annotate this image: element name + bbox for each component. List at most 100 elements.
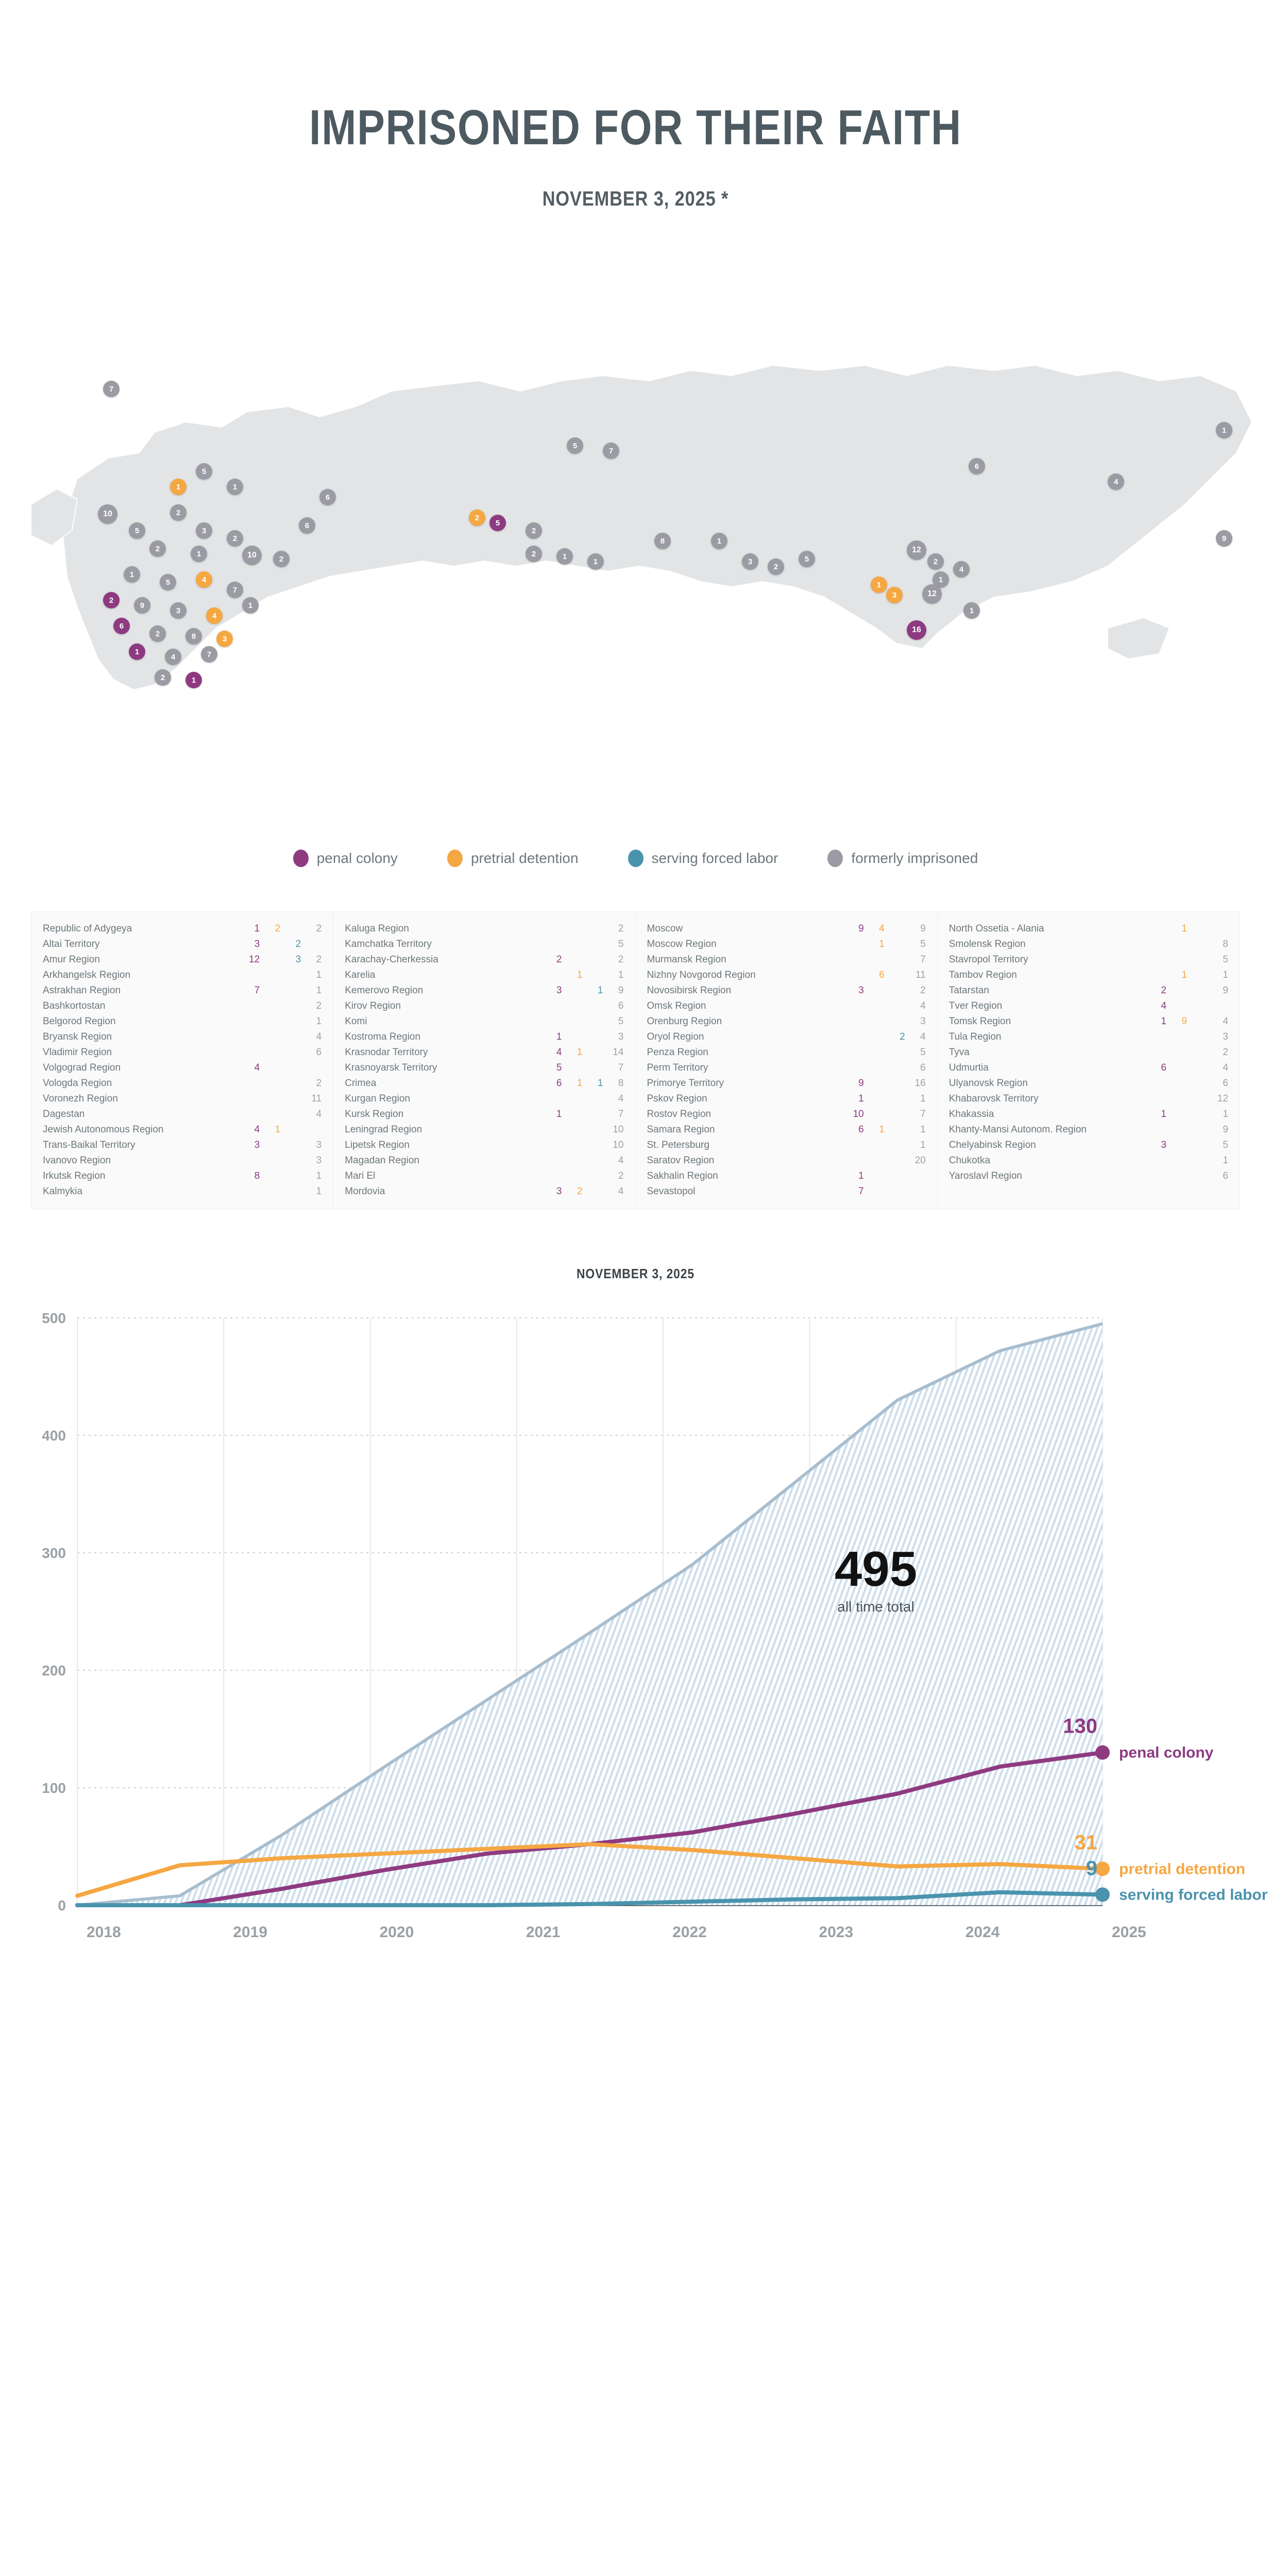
table-row: Sevastopol 7 <box>647 1184 926 1199</box>
map-pin[interactable]: 7 <box>603 443 619 459</box>
table-cell-region: Tula Region <box>948 1031 1002 1042</box>
map-pin[interactable]: 1 <box>227 479 243 495</box>
map-pin[interactable]: 4 <box>953 561 970 578</box>
map-pin[interactable]: 2 <box>227 530 243 547</box>
table-cell-region: Smolensk Region <box>948 939 1026 950</box>
map-pin[interactable]: 4 <box>165 649 181 665</box>
table-cell-region: Kirov Region <box>345 1001 401 1011</box>
map-pin[interactable]: 7 <box>201 646 217 663</box>
map-pin[interactable]: 3 <box>196 522 212 539</box>
map-pin[interactable]: 1 <box>170 479 187 495</box>
map-pin[interactable]: 7 <box>103 381 120 397</box>
table-row: Vologda Region 2 <box>43 1076 321 1091</box>
map-pin[interactable]: 1 <box>242 597 259 614</box>
table-cell-region: Moscow Region <box>647 939 717 950</box>
table-cell-region: Kostroma Region <box>345 1031 421 1042</box>
map-pin[interactable]: 2 <box>170 504 187 521</box>
table-row: Rostov Region 10 7 <box>647 1107 926 1122</box>
map-pin[interactable]: 2 <box>149 625 166 642</box>
map-pin[interactable]: 5 <box>196 463 212 480</box>
table-cell-region: Crimea <box>345 1078 377 1089</box>
table-cell-region: Sevastopol <box>647 1186 696 1197</box>
map-pin[interactable]: 1 <box>711 533 727 549</box>
map-pin[interactable]: 10 <box>242 546 262 565</box>
map-pin[interactable]: 5 <box>489 515 506 531</box>
map-pin[interactable]: 1 <box>587 553 604 570</box>
table-cell-region: Chukotka <box>948 1155 991 1166</box>
timeline-chart-section: NOVEMBER 3, 2025 0 100 200 300 400 500 2018 201… <box>0 1266 1271 1988</box>
table-cell-former: 2 <box>316 1001 322 1011</box>
map-pin[interactable]: 2 <box>103 592 120 608</box>
map-pin[interactable]: 3 <box>742 553 758 570</box>
table-cell-former: 7 <box>920 1109 926 1120</box>
map-pin[interactable]: 5 <box>129 522 145 539</box>
map-pin[interactable]: 5 <box>567 437 583 454</box>
table-row: Sakhalin Region 1 <box>647 1168 926 1184</box>
table-row: Udmurtia 6 4 <box>949 1060 1228 1076</box>
map-pin[interactable]: 1 <box>191 546 207 562</box>
page-header: IMPRISONED FOR THEIR FAITH NOVEMBER 3, 2… <box>0 0 1271 211</box>
map-pin[interactable]: 9 <box>1216 530 1232 547</box>
table-row: Chukotka 1 <box>949 1153 1228 1168</box>
table-row: Chelyabinsk Region 3 5 <box>949 1138 1228 1153</box>
map-pin[interactable]: 1 <box>129 643 145 660</box>
table-row: Vladimir Region 6 <box>43 1045 321 1060</box>
chart-xtick: 2020 <box>380 1924 414 1941</box>
table-cell-region: St. Petersburg <box>647 1140 709 1150</box>
map-pin[interactable]: 4 <box>196 571 212 588</box>
map-pin[interactable]: 5 <box>160 574 176 590</box>
map-pin[interactable]: 8 <box>185 628 202 645</box>
map-pin[interactable]: 6 <box>113 618 130 634</box>
map-pin[interactable]: 3 <box>216 631 233 647</box>
table-cell-former: 9 <box>920 923 926 934</box>
map-pin[interactable]: 4 <box>1108 473 1124 490</box>
map-pin[interactable]: 6 <box>969 458 985 474</box>
map-pin[interactable]: 7 <box>227 582 243 598</box>
map-pin[interactable]: 3 <box>886 587 903 603</box>
map-pin[interactable]: 1 <box>124 566 140 583</box>
table-cell-penal: 3 <box>254 939 260 950</box>
table-cell-region: Altai Territory <box>43 939 100 950</box>
map-pin[interactable]: 2 <box>155 669 171 686</box>
table-cell-pretrial: 1 <box>577 1047 583 1058</box>
table-row: Kamchatka Territory 5 <box>345 937 623 952</box>
map-pin[interactable]: 1 <box>963 602 980 619</box>
map-pin[interactable]: 3 <box>170 602 187 619</box>
map-pin[interactable]: 10 <box>98 504 117 524</box>
map-pin[interactable]: 2 <box>526 522 542 539</box>
map-pin[interactable]: 5 <box>799 551 815 567</box>
table-cell-region: Pskov Region <box>647 1093 707 1104</box>
map-pin[interactable]: 9 <box>134 597 150 614</box>
map-pin[interactable]: 2 <box>149 540 166 557</box>
map-pin[interactable]: 12 <box>907 540 926 560</box>
table-cell-former: 3 <box>316 1140 322 1150</box>
table-cell-region: Komi <box>345 1016 367 1027</box>
table-cell-penal: 1 <box>858 1171 864 1181</box>
map-pin[interactable]: 1 <box>556 548 573 565</box>
table-cell-former: 4 <box>1223 1062 1228 1073</box>
map-pin[interactable]: 2 <box>768 558 784 575</box>
table-cell-pretrial: 4 <box>879 923 885 934</box>
map-pin[interactable]: 2 <box>273 551 290 567</box>
map-pin[interactable]: 8 <box>654 533 671 549</box>
chart-xtick: 2018 <box>87 1924 121 1941</box>
map-pin[interactable]: 16 <box>907 620 926 640</box>
table-cell-region: Republic of Adygeya <box>43 923 132 934</box>
map-pin[interactable]: 6 <box>299 517 315 534</box>
map-pin[interactable]: 6 <box>319 489 336 505</box>
map-pin[interactable]: 2 <box>927 553 944 570</box>
map-pin[interactable]: 2 <box>469 510 485 526</box>
map-pin[interactable]: 12 <box>922 584 942 604</box>
map-pin[interactable]: 2 <box>526 546 542 562</box>
table-row: Oryol Region 2 4 <box>647 1029 926 1045</box>
table-cell-region: Volgograd Region <box>43 1062 121 1073</box>
table-cell-region: Ivanovo Region <box>43 1155 111 1166</box>
map-pin[interactable]: 4 <box>206 607 223 624</box>
map-pin[interactable]: 1 <box>871 577 887 593</box>
table-cell-former: 5 <box>1223 1140 1228 1150</box>
map-pin[interactable]: 1 <box>185 672 202 688</box>
table-cell-penal: 1 <box>858 1093 864 1104</box>
table-row: Tomsk Region 1 9 4 <box>949 1014 1228 1029</box>
chart-xtick: 2021 <box>526 1924 561 1941</box>
map-pin[interactable]: 1 <box>1216 422 1232 438</box>
